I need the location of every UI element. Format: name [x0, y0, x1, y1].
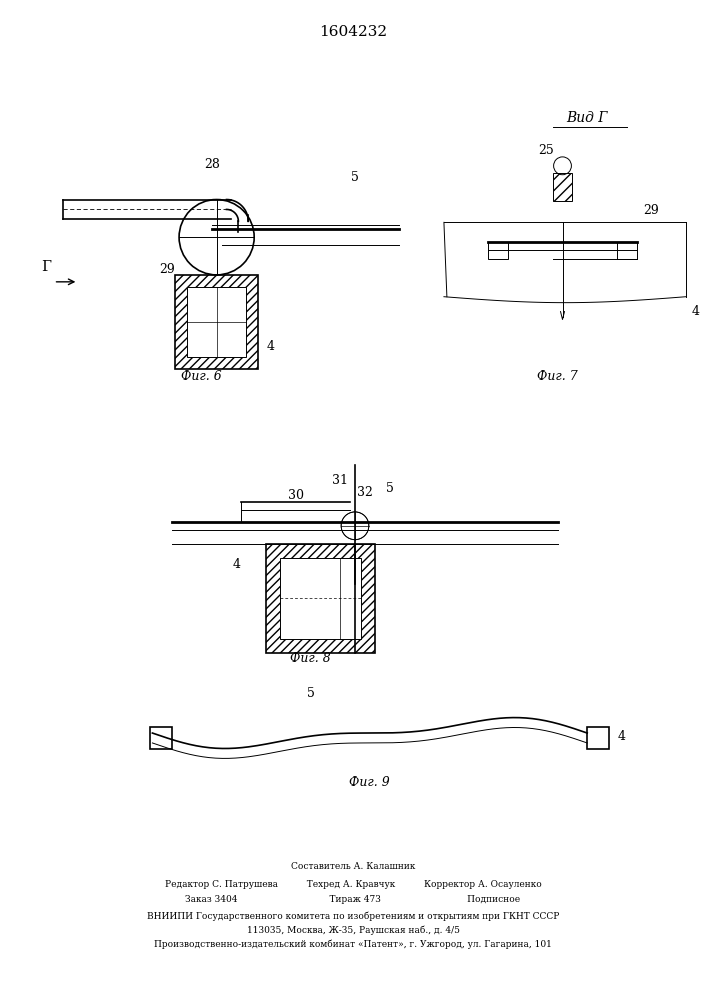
Text: 5: 5: [351, 171, 359, 184]
Bar: [617, 242, 636, 259]
Text: Фиг. 7: Фиг. 7: [537, 370, 578, 383]
Circle shape: [341, 512, 369, 540]
Text: 30: 30: [288, 489, 304, 502]
Text: 5: 5: [385, 482, 394, 495]
Text: 113035, Москва, Ж-35, Раушская наб., д. 4/5: 113035, Москва, Ж-35, Раушская наб., д. …: [247, 926, 460, 935]
Text: 4: 4: [233, 558, 240, 571]
Text: Производственно-издательский комбинат «Патент», г. Ужгород, ул. Гагарина, 101: Производственно-издательский комбинат «П…: [154, 940, 552, 949]
Bar: [489, 242, 508, 259]
Text: 4: 4: [692, 305, 700, 318]
Text: Фиг. 9: Фиг. 9: [349, 776, 390, 789]
Text: Фиг. 6: Фиг. 6: [182, 370, 222, 383]
Text: 5: 5: [307, 687, 315, 700]
Text: Вид Г: Вид Г: [566, 111, 608, 125]
Bar: [588, 727, 609, 749]
Bar: [280, 558, 361, 639]
Text: 1604232: 1604232: [319, 25, 387, 39]
Text: Редактор С. Патрушева          Техред А. Кравчук          Корректор А. Осауленко: Редактор С. Патрушева Техред А. Кравчук …: [165, 880, 542, 889]
Text: 4: 4: [618, 730, 626, 743]
Bar: [187, 287, 246, 357]
Text: ВНИИПИ Государственного комитета по изобретениям и открытиям при ГКНТ СССР: ВНИИПИ Государственного комитета по изоб…: [147, 912, 559, 921]
Text: Г: Г: [41, 260, 51, 274]
Bar: [175, 275, 258, 369]
Text: 31: 31: [332, 474, 348, 487]
Text: 32: 32: [357, 486, 373, 499]
Text: 25: 25: [538, 144, 554, 157]
Bar: [553, 173, 573, 201]
Text: Заказ 3404                                Тираж 473                             : Заказ 3404 Тираж 473: [185, 895, 520, 904]
Text: 4: 4: [267, 340, 275, 353]
Bar: [266, 544, 375, 653]
Text: 29: 29: [643, 204, 660, 217]
Text: Фиг. 8: Фиг. 8: [290, 652, 331, 665]
Bar: [151, 727, 173, 749]
Text: 29: 29: [159, 263, 175, 276]
Text: Составитель А. Калашник: Составитель А. Калашник: [291, 862, 415, 871]
Text: 28: 28: [204, 158, 220, 171]
